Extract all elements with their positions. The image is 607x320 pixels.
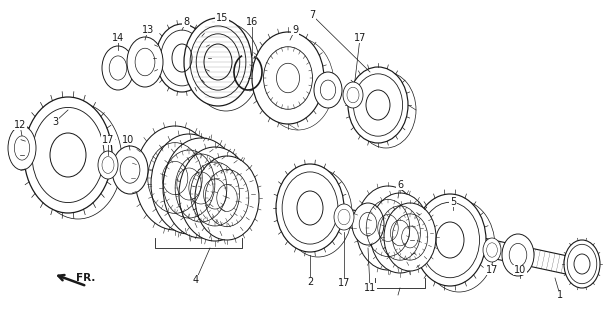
Ellipse shape [370,193,430,273]
Text: 2: 2 [307,277,313,287]
Text: 1: 1 [557,290,563,300]
Ellipse shape [314,72,342,108]
Ellipse shape [502,234,534,276]
Text: 16: 16 [246,17,258,27]
Text: FR.: FR. [76,273,95,283]
Text: 9: 9 [292,25,298,35]
Text: 14: 14 [112,33,124,43]
Ellipse shape [252,32,324,124]
Ellipse shape [163,138,239,238]
Ellipse shape [127,37,163,87]
Ellipse shape [156,24,208,92]
Ellipse shape [483,238,501,262]
Text: 8: 8 [183,17,189,27]
Ellipse shape [135,126,215,230]
Text: 6: 6 [397,180,403,190]
Ellipse shape [24,97,112,213]
Text: 4: 4 [193,275,199,285]
Ellipse shape [179,147,251,241]
Ellipse shape [195,156,259,240]
Ellipse shape [352,203,384,245]
Text: 10: 10 [122,135,134,145]
Ellipse shape [348,67,408,143]
Ellipse shape [276,164,344,252]
Text: 15: 15 [216,13,228,23]
Ellipse shape [343,82,363,108]
Ellipse shape [334,204,354,230]
Text: 17: 17 [486,265,498,275]
Ellipse shape [102,46,134,90]
Text: 17: 17 [354,33,366,43]
Ellipse shape [184,18,252,106]
Text: 5: 5 [450,197,456,207]
Ellipse shape [112,146,148,194]
Text: 12: 12 [14,120,26,130]
Text: 17: 17 [102,135,114,145]
Ellipse shape [384,203,436,271]
Text: 17: 17 [338,278,350,288]
Ellipse shape [98,151,118,179]
Ellipse shape [356,186,420,270]
Text: 3: 3 [52,117,58,127]
Text: 13: 13 [142,25,154,35]
Polygon shape [308,201,592,279]
Ellipse shape [564,240,600,288]
Text: 11: 11 [364,283,376,293]
Text: 7: 7 [309,10,315,20]
Text: 10: 10 [514,265,526,275]
Ellipse shape [8,126,36,170]
Ellipse shape [151,134,227,234]
Ellipse shape [414,194,486,286]
